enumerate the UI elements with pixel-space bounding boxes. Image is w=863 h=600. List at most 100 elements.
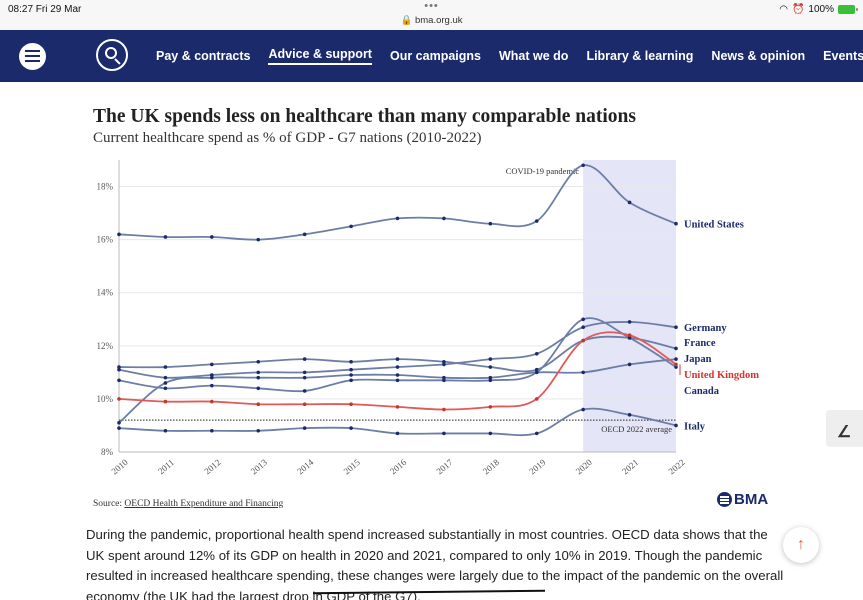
point-france-2017 bbox=[442, 359, 446, 364]
series-label-japan: Japan bbox=[684, 354, 712, 365]
series-label-canada: Canada bbox=[684, 386, 720, 397]
x-tick-2013: 2013 bbox=[249, 457, 270, 477]
point-germany-2017 bbox=[442, 362, 446, 367]
point-united-kingdom-2018 bbox=[488, 405, 493, 409]
point-united-states-2016 bbox=[395, 216, 400, 221]
point-germany-2022 bbox=[674, 325, 678, 330]
x-tick-2014: 2014 bbox=[295, 457, 316, 477]
healthcare-spend-chart: COVID-19 pandemic 8% 10% 12% 14% 16% 18% 2010 20… bbox=[97, 160, 759, 477]
scroll-to-top-button[interactable]: ↑ bbox=[783, 527, 819, 563]
point-united-states-2014 bbox=[302, 232, 307, 237]
y-tick-14: 14% bbox=[97, 288, 114, 298]
point-germany-2021 bbox=[627, 320, 632, 324]
point-canada-2021 bbox=[627, 336, 632, 340]
point-germany-2010 bbox=[117, 367, 121, 372]
point-canada-2012 bbox=[210, 383, 214, 388]
point-united-states-2020 bbox=[581, 163, 585, 168]
point-italy-2013 bbox=[256, 428, 261, 433]
nav-links: Pay & contracts Advice & support Our campa… bbox=[156, 30, 863, 82]
battery-percent: 100% bbox=[808, 4, 834, 15]
point-germany-2019 bbox=[534, 351, 539, 356]
nav-item-what-we-do[interactable]: What we do bbox=[498, 49, 569, 63]
x-tick-2015: 2015 bbox=[342, 457, 363, 477]
point-canada-2020 bbox=[581, 317, 585, 322]
bma-logo-icon[interactable] bbox=[19, 43, 46, 70]
point-united-kingdom-2014 bbox=[302, 402, 307, 407]
point-france-2014 bbox=[302, 357, 307, 361]
alarm-icon: ⏰ bbox=[791, 4, 805, 15]
point-united-kingdom-2022 bbox=[674, 362, 678, 367]
point-united-states-2012 bbox=[210, 235, 214, 239]
point-canada-2017 bbox=[442, 378, 446, 383]
point-japan-2012 bbox=[210, 375, 214, 380]
covid-highlight-band bbox=[583, 160, 676, 452]
series-label-france: France bbox=[684, 338, 716, 349]
arrow-up-icon: ↑ bbox=[797, 536, 805, 553]
source-link[interactable]: OECD Health Expenditure and Financing bbox=[124, 499, 284, 509]
x-tick-2017: 2017 bbox=[434, 457, 455, 477]
point-germany-2020 bbox=[581, 325, 585, 330]
point-france-2016 bbox=[395, 357, 400, 361]
url-text: bma.org.uk bbox=[414, 15, 463, 26]
point-france-2012 bbox=[210, 362, 214, 367]
point-italy-2018 bbox=[488, 431, 493, 436]
point-canada-2010 bbox=[117, 378, 121, 383]
point-canada-2019 bbox=[534, 370, 539, 375]
point-france-2011 bbox=[163, 365, 168, 369]
chart-source: Source: OECD Health Expenditure and Fina… bbox=[93, 499, 283, 509]
point-germany-2011 bbox=[163, 375, 168, 380]
series-label-italy: Italy bbox=[684, 421, 706, 432]
point-canada-2014 bbox=[302, 389, 307, 393]
point-germany-2015 bbox=[349, 367, 353, 372]
x-tick-2022: 2022 bbox=[667, 457, 687, 476]
nav-item-events[interactable]: Events bbox=[823, 49, 863, 63]
x-tick-2016: 2016 bbox=[388, 457, 409, 477]
nav-item-advice-support[interactable]: Advice & support bbox=[268, 47, 372, 65]
main-navbar: Pay & contracts Advice & support Our campa… bbox=[0, 30, 863, 82]
point-france-2010 bbox=[117, 365, 121, 369]
point-canada-2013 bbox=[256, 386, 261, 391]
url-bar[interactable]: 🔒 bma.org.uk bbox=[400, 15, 463, 26]
chart-title: The UK spends less on healthcare than ma… bbox=[93, 106, 636, 127]
point-germany-2014 bbox=[302, 370, 307, 375]
point-japan-2021 bbox=[627, 362, 632, 367]
point-united-kingdom-2012 bbox=[210, 399, 214, 404]
point-italy-2011 bbox=[163, 428, 168, 433]
point-united-states-2021 bbox=[627, 200, 632, 205]
point-italy-2019 bbox=[534, 431, 539, 436]
point-united-kingdom-2013 bbox=[256, 402, 261, 407]
point-italy-2016 bbox=[395, 431, 400, 436]
point-japan-2014 bbox=[302, 375, 307, 380]
point-japan-2015 bbox=[349, 373, 353, 377]
point-italy-2022 bbox=[674, 423, 678, 428]
nav-item-our-campaigns[interactable]: Our campaigns bbox=[389, 49, 481, 63]
point-japan-2022 bbox=[674, 357, 678, 361]
point-canada-2016 bbox=[395, 378, 400, 383]
point-japan-2011 bbox=[163, 381, 168, 385]
point-united-kingdom-2021 bbox=[627, 333, 632, 337]
battery-icon bbox=[838, 5, 858, 14]
chart-subtitle: Current healthcare spend as % of GDP - G… bbox=[93, 130, 482, 146]
point-united-states-2019 bbox=[534, 219, 539, 223]
pen-tool-button[interactable]: ∠ bbox=[826, 410, 863, 447]
point-canada-2011 bbox=[163, 386, 168, 391]
covid-label: COVID-19 pandemic bbox=[506, 166, 580, 176]
article-paragraph: During the pandemic, proportional health… bbox=[86, 527, 784, 600]
point-japan-2018 bbox=[488, 375, 493, 380]
point-italy-2021 bbox=[627, 413, 632, 417]
point-japan-2010 bbox=[117, 421, 121, 425]
nav-item-pay-contracts[interactable]: Pay & contracts bbox=[156, 49, 251, 63]
point-france-2018 bbox=[488, 365, 493, 369]
x-tick-2011: 2011 bbox=[156, 457, 176, 476]
point-germany-2018 bbox=[488, 357, 493, 361]
point-united-states-2017 bbox=[442, 216, 446, 221]
nav-item-library-learning[interactable]: Library & learning bbox=[586, 49, 694, 63]
point-germany-2012 bbox=[210, 373, 214, 377]
search-button[interactable] bbox=[96, 39, 128, 71]
bma-mark-icon bbox=[717, 492, 732, 507]
point-italy-2014 bbox=[302, 426, 307, 430]
tab-dots-icon[interactable]: ••• bbox=[424, 0, 439, 12]
nav-item-news-opinion[interactable]: News & opinion bbox=[711, 49, 806, 63]
point-united-kingdom-2015 bbox=[349, 402, 353, 407]
search-icon bbox=[105, 47, 117, 59]
